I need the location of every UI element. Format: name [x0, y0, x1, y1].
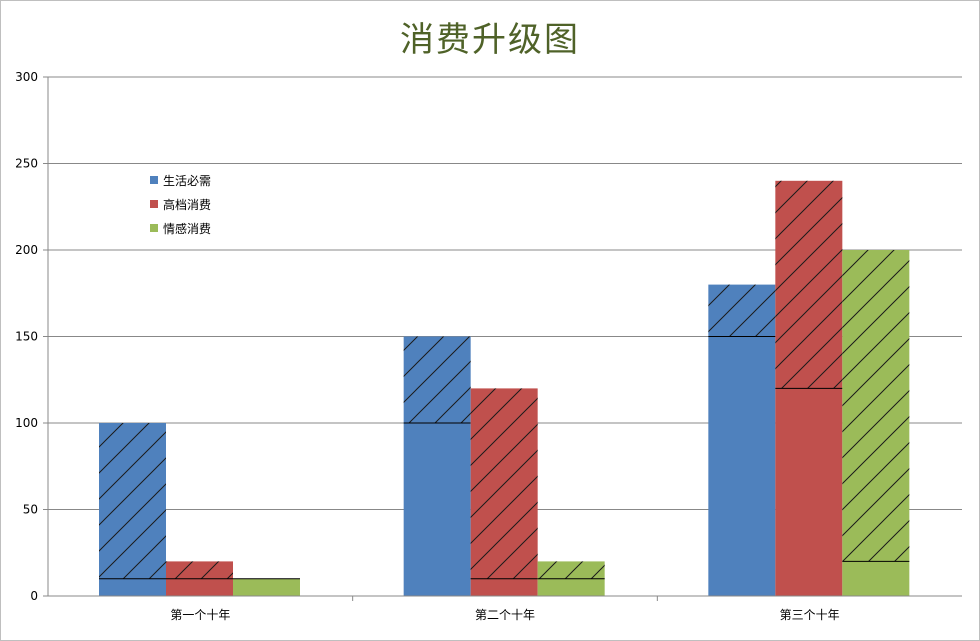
- y-tick-label: 0: [30, 589, 38, 603]
- chart-title: 消费升级图: [400, 20, 580, 60]
- legend-swatch: [150, 200, 158, 208]
- bar-hatch: [708, 284, 776, 337]
- y-tick-label: 100: [15, 416, 38, 430]
- bar-hatch: [842, 250, 910, 562]
- bar-hatch: [166, 561, 233, 579]
- y-tick-label: 150: [15, 330, 38, 344]
- y-tick-label: 200: [15, 243, 38, 257]
- bar: [233, 578, 300, 596]
- y-tick-label: 50: [23, 503, 38, 517]
- bar-hatch: [470, 388, 538, 579]
- legend-swatch: [150, 176, 158, 184]
- legend-label: 高档消费: [163, 197, 211, 212]
- bar-hatch: [403, 336, 471, 423]
- bar-hatch: [537, 561, 605, 579]
- bar-hatch: [775, 180, 843, 389]
- y-tick-label: 250: [15, 157, 38, 171]
- y-tick-label: 300: [15, 70, 38, 84]
- x-tick-label: 第二个十年: [475, 608, 535, 622]
- x-tick-label: 第一个十年: [170, 608, 230, 622]
- x-tick-label: 第三个十年: [780, 608, 840, 622]
- legend-label: 情感消费: [163, 221, 211, 236]
- bar-hatch: [99, 423, 166, 579]
- legend-swatch: [150, 224, 158, 232]
- legend-label: 生活必需: [163, 174, 211, 188]
